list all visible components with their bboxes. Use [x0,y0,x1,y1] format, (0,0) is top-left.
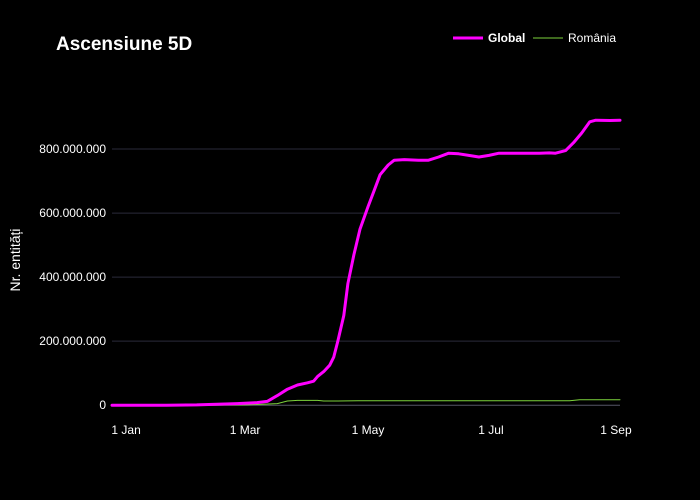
x-tick-label: 1 Jan [111,423,140,437]
y-axis-ticks: 0 200.000.000 400.000.000 600.000.000 800.00… [39,142,106,412]
y-tick-label: 600.000.000 [39,206,106,220]
legend-label: Global [488,31,525,45]
series-line-românia [111,399,621,406]
x-tick-label: 1 Mar [230,423,261,437]
legend-label: România [568,31,616,45]
chart-title: Ascensiune 5D [56,34,192,55]
x-tick-label: 1 Sep [600,423,632,437]
series-lines [110,118,622,407]
y-tick-label: 400.000.000 [39,270,106,284]
x-tick-label: 1 May [352,423,385,437]
x-tick-label: 1 Jul [478,423,503,437]
y-tick-label: 200.000.000 [39,334,106,348]
legend-item-global[interactable]: Global [453,31,525,45]
x-axis-ticks: 1 Jan 1 Mar 1 May 1 Jul 1 Sep [111,423,632,437]
y-axis-label: Nr. entități [7,228,23,291]
series-line-global [110,118,622,407]
gridlines [112,148,620,406]
legend-item-românia[interactable]: România [533,31,616,45]
legend[interactable]: Global România [453,31,616,45]
y-tick-label: 0 [99,398,106,412]
y-tick-label: 800.000.000 [39,142,106,156]
